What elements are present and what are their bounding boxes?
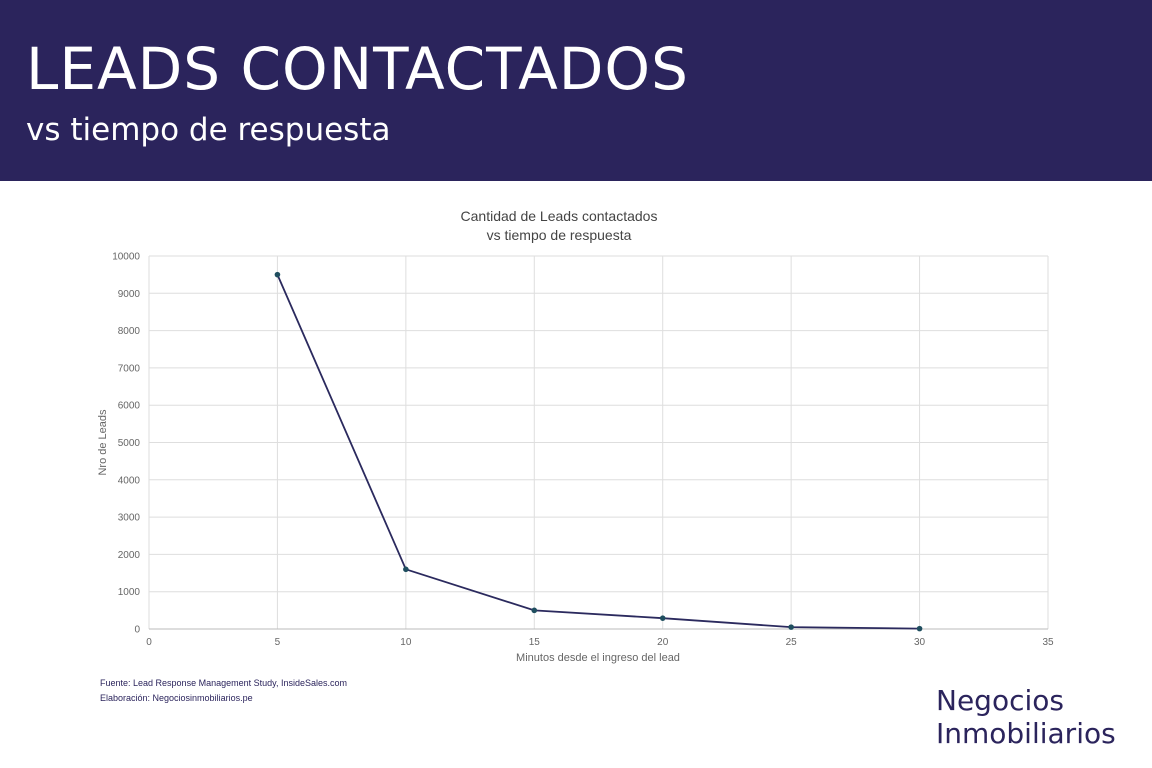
brand-line-1: Negocios — [936, 684, 1064, 717]
data-point — [403, 566, 409, 573]
y-tick-label: 1000 — [118, 587, 141, 598]
x-tick-label: 30 — [914, 637, 926, 648]
source-text: Fuente: Lead Response Management Study, … — [100, 678, 347, 688]
page-title: LEADS CONTACTADOS — [26, 35, 689, 103]
line-chart: Cantidad de Leads contactados vs tiempo d… — [97, 208, 1054, 664]
x-tick-label: 0 — [146, 637, 152, 648]
x-tick-label: 35 — [1042, 637, 1054, 648]
y-tick-label: 2000 — [118, 550, 141, 561]
y-tick-label: 0 — [134, 625, 140, 636]
y-tick-label: 5000 — [118, 438, 141, 449]
x-tick-label: 10 — [400, 637, 412, 648]
y-tick-label: 9000 — [118, 289, 141, 300]
data-point — [659, 615, 666, 621]
x-tick-label: 25 — [786, 637, 798, 648]
credit-text: Elaboración: Negociosinmobiliarios.pe — [100, 693, 253, 703]
header-banner: LEADS CONTACTADOS vs tiempo de respuesta — [0, 0, 1152, 181]
y-tick-label: 6000 — [118, 401, 141, 412]
data-point — [916, 625, 923, 632]
data-point — [274, 271, 281, 278]
brand-logo: Negocios Inmobiliarios — [936, 684, 1116, 750]
y-tick-label: 7000 — [118, 363, 141, 374]
chart-title-line: Cantidad de Leads contactados — [461, 208, 658, 224]
x-tick-label: 15 — [529, 637, 541, 648]
x-axis-label: Minutos desde el ingreso del lead — [516, 652, 680, 664]
chart-title-line: vs tiempo de respuesta — [487, 227, 632, 243]
brand-line-2: Inmobiliarios — [936, 717, 1116, 750]
y-tick-label: 10000 — [112, 252, 140, 263]
page-subtitle: vs tiempo de respuesta — [26, 112, 391, 148]
data-point — [788, 624, 794, 630]
x-tick-label: 5 — [275, 637, 281, 648]
x-tick-label: 20 — [657, 637, 669, 648]
y-tick-label: 4000 — [118, 475, 141, 486]
source-notes: Fuente: Lead Response Management Study, … — [100, 676, 347, 706]
data-point — [531, 607, 538, 614]
y-axis-label: Nro de Leads — [97, 409, 109, 476]
series-line — [276, 274, 920, 630]
y-tick-label: 8000 — [118, 326, 141, 337]
y-tick-label: 3000 — [118, 513, 141, 524]
